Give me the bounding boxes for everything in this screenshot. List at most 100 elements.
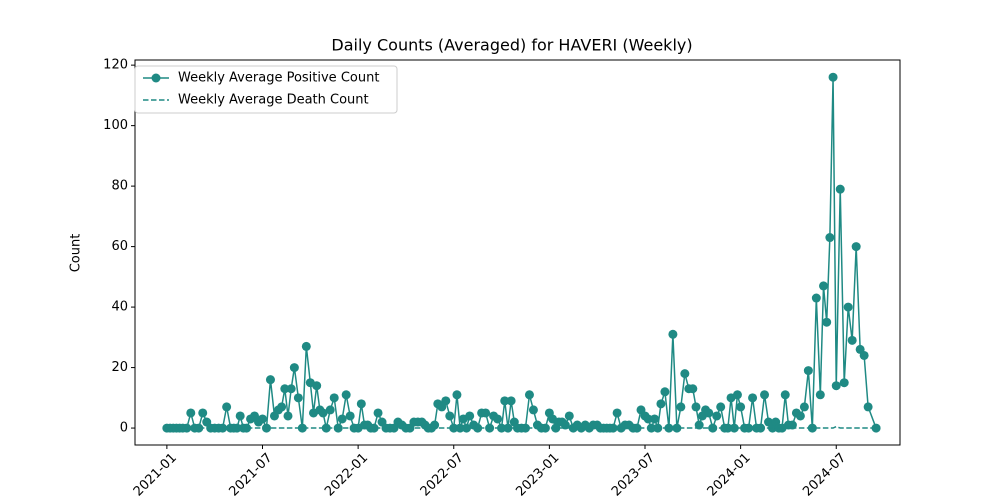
data-point xyxy=(497,423,507,433)
data-point xyxy=(748,393,758,403)
data-point xyxy=(345,411,355,421)
data-point xyxy=(218,423,228,433)
data-point xyxy=(688,384,698,394)
data-point xyxy=(452,390,462,400)
y-tick-label: 80 xyxy=(111,179,128,194)
data-point xyxy=(799,402,809,412)
y-tick-label: 20 xyxy=(111,360,128,375)
legend-label: Weekly Average Positive Count xyxy=(178,71,379,86)
data-point xyxy=(716,402,726,412)
data-point xyxy=(465,411,475,421)
data-point xyxy=(369,423,379,433)
data-point xyxy=(871,423,881,433)
data-point xyxy=(825,233,835,243)
data-point xyxy=(664,423,674,433)
data-point xyxy=(242,423,252,433)
data-point xyxy=(312,381,322,391)
data-point xyxy=(835,184,845,194)
data-point xyxy=(329,393,339,403)
data-point xyxy=(186,408,196,418)
series-line xyxy=(166,77,877,431)
data-point xyxy=(704,408,714,418)
x-tick-label: 2023-01 xyxy=(513,450,562,499)
data-point xyxy=(803,366,813,376)
data-point xyxy=(672,423,682,433)
data-point xyxy=(828,72,838,82)
data-point xyxy=(831,381,841,391)
data-point xyxy=(280,384,290,394)
data-point xyxy=(321,423,331,433)
data-point xyxy=(481,408,491,418)
data-point xyxy=(528,405,538,415)
data-point xyxy=(235,411,245,421)
x-tick-label: 2021-01 xyxy=(131,450,180,499)
data-point xyxy=(732,390,742,400)
data-point xyxy=(811,293,821,303)
data-point xyxy=(843,302,853,312)
data-point xyxy=(694,420,704,430)
data-point xyxy=(325,405,335,415)
data-point xyxy=(680,369,690,379)
data-point xyxy=(232,423,242,433)
y-tick-label: 40 xyxy=(111,300,128,315)
data-point xyxy=(222,402,232,412)
series-line xyxy=(166,425,877,429)
x-tick-label: 2024-01 xyxy=(705,450,754,499)
data-point xyxy=(560,420,570,430)
x-tick-label: 2021-07 xyxy=(227,450,276,499)
x-tick-label: 2023-07 xyxy=(609,450,658,499)
data-point xyxy=(564,411,574,421)
data-point xyxy=(473,423,483,433)
data-point xyxy=(286,384,296,394)
data-point xyxy=(612,408,622,418)
data-point xyxy=(632,423,642,433)
data-point xyxy=(289,363,299,373)
data-point xyxy=(643,414,653,424)
data-point xyxy=(265,375,275,385)
data-point xyxy=(608,423,618,433)
data-point xyxy=(822,317,832,327)
data-point xyxy=(449,423,459,433)
y-tick-label: 120 xyxy=(103,58,128,73)
data-point xyxy=(795,411,805,421)
legend-label: Weekly Average Death Count xyxy=(178,93,369,108)
data-point xyxy=(506,396,516,406)
data-point xyxy=(851,242,861,252)
data-point xyxy=(847,335,857,345)
data-point xyxy=(863,402,873,412)
data-point xyxy=(500,396,510,406)
data-point xyxy=(859,350,869,360)
y-tick-label: 100 xyxy=(103,118,128,133)
data-point xyxy=(780,390,790,400)
data-point xyxy=(277,402,287,412)
data-point xyxy=(736,402,746,412)
data-point xyxy=(283,411,293,421)
y-tick-label: 60 xyxy=(111,239,128,254)
data-point xyxy=(691,402,701,412)
data-point xyxy=(520,423,530,433)
y-tick-label: 0 xyxy=(120,421,128,436)
data-point xyxy=(198,408,208,418)
data-point xyxy=(676,402,686,412)
y-axis-label: Count xyxy=(69,234,84,273)
data-point xyxy=(373,408,383,418)
data-point xyxy=(815,390,825,400)
data-point xyxy=(656,399,666,409)
data-point xyxy=(660,387,670,397)
data-point xyxy=(194,423,204,433)
data-point xyxy=(744,423,754,433)
data-point xyxy=(293,393,303,403)
data-point xyxy=(445,411,455,421)
data-point xyxy=(729,423,739,433)
data-point xyxy=(341,390,351,400)
data-point xyxy=(301,341,311,351)
data-point xyxy=(712,411,722,421)
data-point xyxy=(297,423,307,433)
x-tick-label: 2022-01 xyxy=(322,450,371,499)
data-point xyxy=(430,420,440,430)
data-point xyxy=(760,390,770,400)
data-point xyxy=(524,390,534,400)
x-tick-label: 2024-07 xyxy=(800,450,849,499)
data-point xyxy=(668,329,678,339)
